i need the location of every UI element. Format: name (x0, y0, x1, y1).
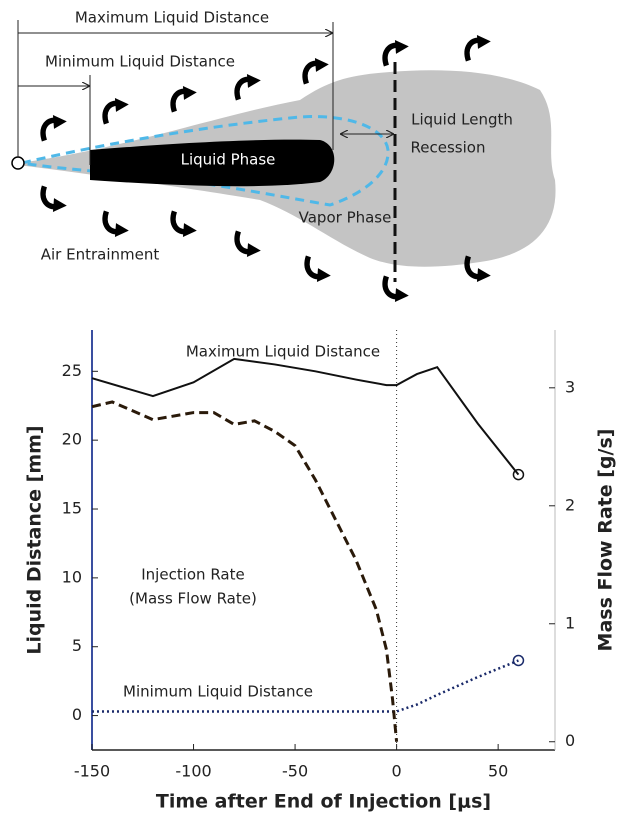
annotation: Injection Rate (141, 566, 244, 584)
diagram-label: Maximum Liquid Distance (75, 9, 269, 27)
entrainment-arrow (305, 58, 329, 84)
y-tick-label: 10 (62, 567, 82, 586)
diagram-label: Liquid Length (411, 111, 513, 129)
entrainment-arrow (173, 211, 197, 237)
entrainment-arrow (385, 40, 409, 66)
entrainment-arrow (467, 35, 491, 61)
annotation: Minimum Liquid Distance (123, 683, 313, 701)
y2-tick-label: 2 (565, 495, 575, 514)
entrainment-arrow (385, 276, 409, 302)
series-line (91, 400, 399, 742)
y2-tick-label: 1 (565, 613, 575, 632)
entrainment-arrow (237, 74, 261, 100)
y2-tick-label: 3 (565, 377, 575, 396)
x-axis-label: Time after End of Injection [μs] (156, 791, 491, 813)
diagram-label: Air Entrainment (41, 246, 160, 264)
chart: -150 -100 -50 0 50 0 5 10 15 20 25 0 1 2 3 Maximum Liqu… (24, 330, 617, 813)
y-tick-label: 0 (72, 705, 82, 724)
entrainment-arrow (105, 211, 129, 237)
liquid-core (90, 139, 335, 187)
nozzle (11, 156, 25, 170)
y2-axis-label: Mass Flow Rate [g/s] (595, 429, 617, 652)
annotation: Maximum Liquid Distance (186, 343, 380, 361)
x-tick-label: 0 (392, 762, 402, 781)
entrainment-arrow (43, 115, 67, 141)
diagram-label: Vapor Phase (299, 209, 392, 227)
y-tick-label: 15 (62, 499, 82, 518)
end-marker (512, 654, 525, 667)
x-tick-label: -50 (282, 762, 308, 781)
series-line (91, 357, 520, 476)
y-axis-label: Liquid Distance [mm] (24, 425, 46, 654)
y-tick-label: 20 (62, 430, 82, 449)
entrainment-arrow (43, 186, 67, 212)
diagram-label: Liquid Phase (181, 151, 276, 169)
y-tick-label: 25 (62, 361, 82, 380)
y2-tick-label: 0 (565, 731, 575, 750)
x-tick-label: 50 (488, 762, 508, 781)
y-tick-label: 5 (72, 636, 82, 655)
end-marker (512, 468, 525, 481)
entrainment-arrow (307, 256, 331, 282)
diagram-label: Recession (411, 139, 486, 157)
x-tick-label: -150 (74, 762, 110, 781)
spray-diagram: Maximum Liquid Distance Minimum Liquid D… (11, 9, 556, 303)
x-tick-label: -100 (175, 762, 211, 781)
series-line (92, 659, 519, 713)
entrainment-arrow (173, 86, 197, 112)
entrainment-arrow (105, 98, 129, 124)
diagram-label: Minimum Liquid Distance (45, 53, 235, 71)
annotation: (Mass Flow Rate) (129, 590, 257, 608)
liquid-outline (21, 115, 390, 207)
entrainment-arrow (237, 231, 261, 257)
